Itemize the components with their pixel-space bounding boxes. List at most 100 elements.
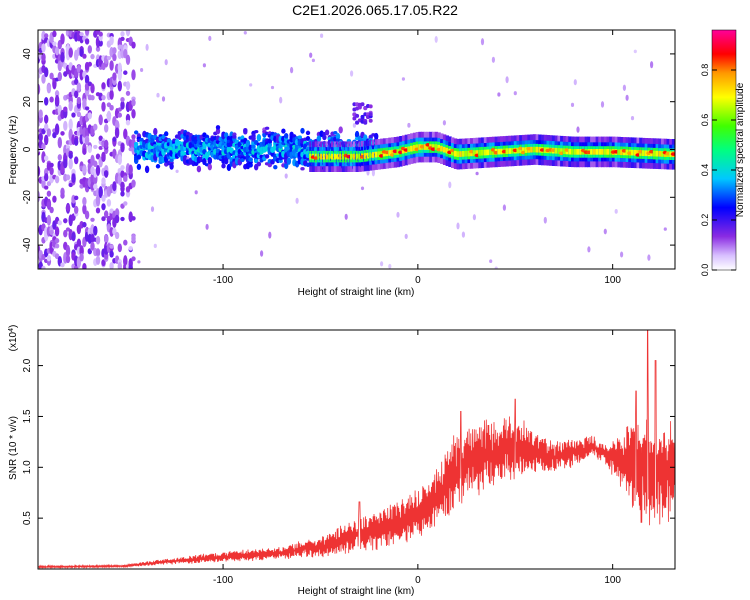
spectrogram-cell bbox=[360, 114, 365, 119]
spectrogram-cell bbox=[120, 36, 125, 42]
spectrogram-cell bbox=[131, 109, 136, 119]
spectrogram-cell bbox=[169, 158, 174, 162]
spectrogram-cell bbox=[104, 170, 109, 178]
spectrogram-cell bbox=[125, 90, 131, 96]
spectrogram-cell bbox=[68, 182, 73, 188]
spectrogram-cell bbox=[150, 206, 155, 212]
spectrogram-cell bbox=[120, 181, 125, 190]
spectrogram-cell bbox=[71, 173, 76, 184]
spectrogram-cell bbox=[161, 96, 166, 102]
spectrogram-cells bbox=[38, 30, 675, 269]
spectrogram-cell bbox=[117, 173, 123, 186]
spectrogram-cell bbox=[109, 262, 114, 269]
spectrogram-band-cell bbox=[355, 153, 359, 160]
spectrogram-cell bbox=[371, 169, 375, 177]
spectrogram-cell bbox=[139, 137, 144, 142]
spectrogram-cell bbox=[491, 56, 495, 63]
spectrogram-band-cell bbox=[573, 149, 578, 155]
spectrogram-band-cell bbox=[461, 151, 466, 157]
spectrogram-cell bbox=[120, 31, 125, 37]
spectrogram-cell bbox=[98, 39, 103, 47]
spectrogram-cell bbox=[112, 53, 117, 62]
spectrogram-cell bbox=[82, 204, 87, 215]
spectrogram-cell bbox=[505, 76, 509, 84]
spectrogram-cell bbox=[68, 47, 73, 58]
spectrogram-cell bbox=[472, 214, 476, 221]
spectrogram-cell bbox=[647, 254, 651, 261]
spectrogram-cell bbox=[104, 124, 109, 133]
y-tick-label: 0.5 bbox=[22, 511, 33, 525]
spectrogram-cell bbox=[137, 260, 141, 264]
spectrogram-cell bbox=[136, 154, 142, 160]
spectrogram-cell bbox=[46, 181, 52, 187]
spectrogram-cell bbox=[207, 158, 212, 165]
spectrogram-cell bbox=[49, 96, 54, 103]
spectrogram-cell bbox=[60, 33, 65, 45]
spectrogram-cell bbox=[90, 217, 95, 222]
spectrogram-cell bbox=[380, 261, 384, 267]
snr-x-label: Height of straight line (km) bbox=[298, 586, 415, 597]
spectrogram-cell bbox=[109, 244, 114, 249]
spectrogram-cell bbox=[480, 38, 485, 46]
spectrogram-band-cell bbox=[410, 145, 414, 152]
spectrogram-cell bbox=[93, 123, 98, 131]
spectrogram-cell bbox=[297, 135, 302, 140]
spectrogram-cell bbox=[44, 185, 49, 190]
spectrogram-cell bbox=[570, 102, 575, 108]
spectrogram-cell bbox=[620, 251, 624, 258]
spectrogram-cell bbox=[131, 216, 136, 221]
spectrogram-cell bbox=[256, 161, 262, 167]
spectrogram-cell bbox=[68, 118, 73, 131]
spectrogram-cell bbox=[49, 166, 54, 176]
spectrogram-cell bbox=[208, 35, 212, 42]
spectrogram-cell bbox=[134, 141, 139, 146]
spectrogram-cell bbox=[251, 144, 256, 149]
spectrogram-band-cell bbox=[320, 153, 324, 160]
spectrogram-cell bbox=[268, 231, 272, 239]
spectrogram-cell bbox=[60, 131, 65, 136]
spectrogram-band-cell bbox=[535, 146, 539, 153]
spectrogram-cell bbox=[101, 94, 106, 101]
spectrogram-cell bbox=[79, 220, 84, 229]
spectrogram-cell bbox=[54, 90, 60, 98]
spectrogram-band-cell bbox=[407, 146, 411, 153]
spectrogram-band-cell bbox=[519, 147, 523, 154]
spectrogram-band-cell bbox=[325, 153, 329, 160]
spectrogram-cell bbox=[622, 84, 627, 91]
spectrogram-band-cell bbox=[456, 151, 460, 157]
spectrogram-cell bbox=[76, 238, 82, 248]
spectrogram-cell bbox=[114, 208, 120, 218]
spectrogram-band-cell bbox=[434, 144, 439, 150]
spectrogram-cell bbox=[374, 132, 379, 140]
spectrogram-band-cell bbox=[322, 153, 327, 160]
spectrogram-cell bbox=[57, 154, 62, 161]
spectrogram-cell bbox=[52, 132, 57, 139]
spectrogram-cell bbox=[114, 127, 120, 139]
spectrogram-band-cell bbox=[511, 148, 515, 154]
spectrogram-band-cell bbox=[486, 149, 490, 156]
spectrogram-cell bbox=[125, 54, 131, 66]
spectrogram-cell bbox=[54, 243, 60, 249]
spectrogram-cell bbox=[368, 112, 373, 117]
spectrogram-cell bbox=[54, 94, 60, 106]
spectrogram-cell bbox=[101, 216, 106, 222]
spectrogram-cell bbox=[243, 128, 248, 133]
spectrogram-band-cell bbox=[380, 151, 384, 157]
spectrogram-cell bbox=[131, 134, 136, 140]
spectrogram-band-cell bbox=[603, 149, 608, 155]
x-tick-label: -100 bbox=[213, 275, 233, 286]
y-tick-label: 1.0 bbox=[22, 460, 33, 474]
spectrogram-cell bbox=[44, 173, 49, 182]
spectrogram-cell bbox=[123, 70, 128, 75]
y-tick-label: -20 bbox=[22, 190, 33, 205]
colorbar-tick-label: 0.8 bbox=[700, 64, 710, 77]
spectrogram-cell bbox=[267, 141, 272, 148]
spectrogram-cell bbox=[114, 231, 120, 240]
spectrogram-cell bbox=[60, 262, 65, 268]
spectrogram-cell bbox=[319, 130, 324, 137]
spectrogram-band-cell bbox=[333, 153, 338, 160]
spectrogram-band-cell bbox=[497, 148, 501, 155]
spectrogram-cell bbox=[117, 154, 123, 165]
spectrogram-cell bbox=[41, 74, 46, 84]
